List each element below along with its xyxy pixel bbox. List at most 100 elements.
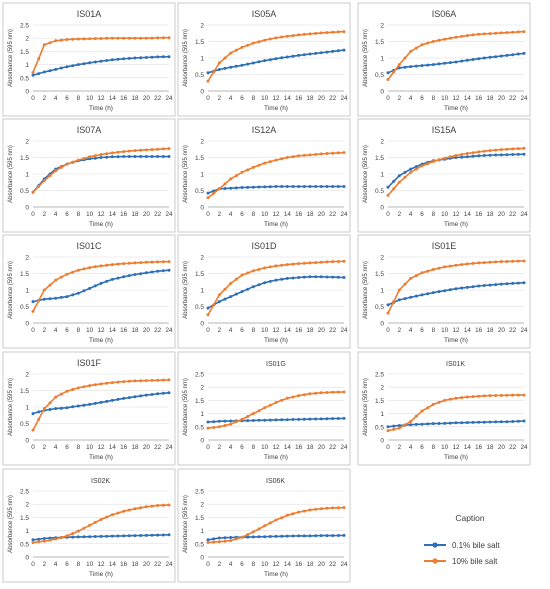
data-point — [59, 275, 63, 279]
data-point — [397, 298, 401, 302]
x-tick-label: 16 — [120, 95, 128, 102]
x-tick-label: 16 — [120, 444, 128, 451]
data-point — [494, 420, 498, 424]
data-point — [336, 534, 340, 537]
data-point — [414, 64, 418, 68]
data-point — [122, 509, 126, 513]
data-point — [167, 155, 171, 158]
data-point — [37, 184, 41, 188]
y-tick-label: 1.5 — [375, 155, 384, 162]
data-point — [460, 153, 464, 156]
x-tick-label: 2 — [398, 444, 402, 451]
data-point — [257, 535, 261, 539]
data-point — [150, 504, 154, 508]
y-tick-label: 2.5 — [20, 23, 29, 30]
data-point — [460, 155, 464, 159]
data-point — [240, 63, 244, 67]
data-point — [156, 269, 160, 273]
data-point — [302, 261, 306, 265]
data-point — [386, 71, 390, 75]
data-point — [93, 284, 97, 288]
data-point — [54, 278, 58, 282]
data-point — [314, 391, 318, 395]
x-tick-label: 8 — [77, 95, 81, 102]
data-point — [274, 534, 278, 538]
data-point — [505, 393, 509, 397]
y-tick-label: 1.5 — [20, 515, 29, 522]
y-tick-label: 1 — [380, 288, 384, 295]
data-point — [522, 419, 526, 423]
data-point — [99, 382, 103, 386]
data-point — [291, 185, 295, 188]
data-point — [426, 292, 430, 296]
x-axis-label: Time (h) — [264, 571, 288, 578]
data-point — [82, 535, 86, 539]
x-tick-label: 6 — [240, 211, 244, 218]
data-point — [76, 529, 80, 533]
data-point — [139, 394, 143, 398]
data-point — [268, 279, 272, 283]
data-point — [426, 422, 430, 426]
data-point — [331, 49, 335, 53]
data-point — [229, 65, 233, 69]
data-point — [133, 36, 137, 40]
data-point — [522, 281, 526, 285]
data-point — [499, 420, 503, 424]
x-tick-label: 4 — [229, 327, 233, 334]
data-point — [325, 417, 329, 421]
data-point — [454, 396, 458, 400]
x-tick-label: 24 — [165, 327, 173, 334]
x-tick-label: 16 — [295, 95, 303, 102]
data-point — [212, 70, 216, 74]
x-tick-label: 4 — [229, 444, 233, 451]
data-point — [336, 151, 340, 155]
data-point — [88, 523, 92, 527]
data-point — [31, 300, 35, 304]
data-point — [229, 539, 233, 543]
data-point — [302, 275, 306, 279]
data-point — [122, 396, 126, 400]
data-point — [99, 518, 103, 521]
data-point — [246, 168, 250, 172]
data-point — [505, 31, 509, 35]
data-point — [206, 426, 210, 430]
data-point — [246, 271, 250, 275]
data-point — [302, 32, 306, 36]
data-point — [477, 420, 481, 424]
x-tick-label: 14 — [109, 327, 117, 334]
data-point — [144, 379, 148, 383]
data-point — [48, 69, 52, 73]
data-point — [133, 149, 137, 153]
chart-title: IS05A — [252, 9, 277, 19]
data-point — [93, 535, 97, 538]
data-point — [234, 277, 238, 281]
x-tick-label: 20 — [318, 561, 326, 568]
data-point — [426, 63, 430, 67]
data-point — [516, 393, 520, 397]
x-tick-label: 8 — [252, 95, 256, 102]
y-axis-label: Absorbance (595 nm) — [183, 145, 189, 203]
data-point — [280, 534, 284, 538]
data-point — [223, 287, 227, 291]
x-tick-label: 18 — [486, 95, 494, 102]
data-point — [482, 261, 486, 265]
data-point — [397, 424, 401, 427]
y-tick-label: 1.5 — [195, 398, 204, 405]
data-point — [234, 186, 238, 190]
data-point — [460, 421, 464, 425]
data-point — [291, 276, 295, 280]
data-point — [223, 56, 227, 60]
data-point — [285, 513, 289, 517]
data-point — [133, 395, 137, 399]
x-tick-label: 14 — [284, 444, 292, 451]
data-point — [133, 273, 137, 276]
data-point — [291, 34, 295, 38]
x-tick-label: 16 — [475, 444, 483, 451]
x-tick-label: 10 — [261, 444, 269, 451]
data-point — [167, 378, 171, 382]
data-point — [54, 67, 58, 71]
data-point — [302, 153, 306, 157]
x-axis-label: Time (h) — [264, 221, 288, 228]
data-point — [336, 30, 340, 34]
